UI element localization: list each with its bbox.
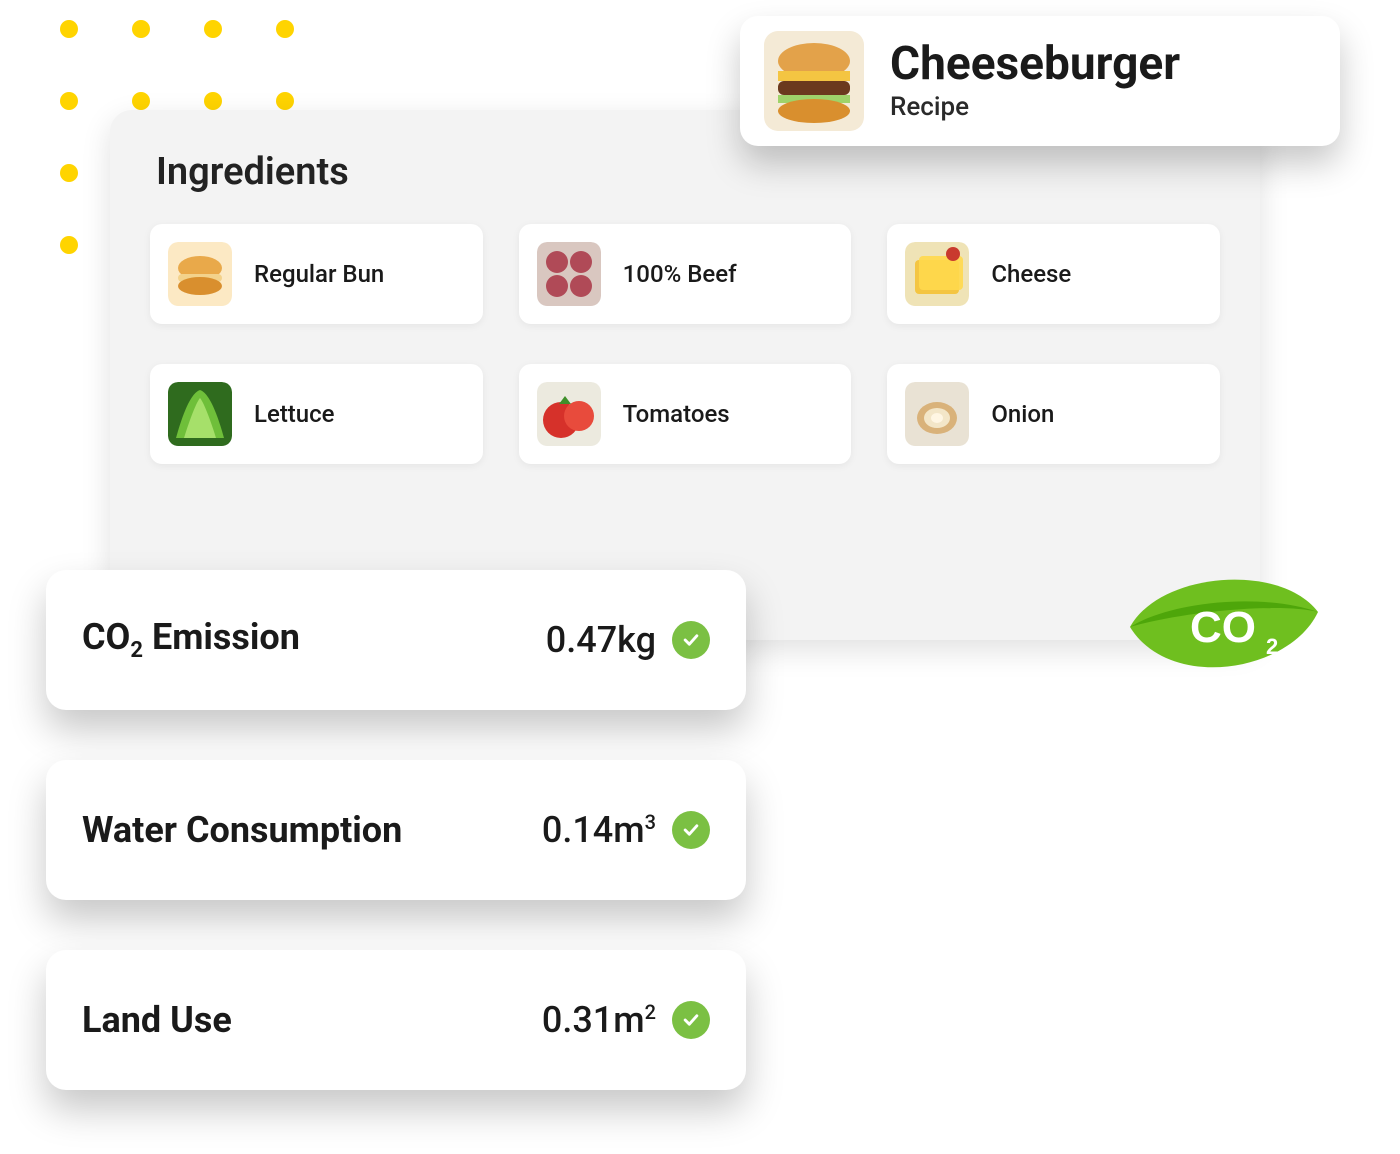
- ingredient-label: 100% Beef: [623, 260, 737, 288]
- burger-icon: [764, 31, 864, 131]
- recipe-header-text: Cheeseburger Recipe: [890, 40, 1180, 122]
- check-icon: [672, 621, 710, 659]
- lettuce-icon: [168, 382, 232, 446]
- onion-icon: [905, 382, 969, 446]
- metric-label-land: Land Use: [82, 999, 232, 1041]
- metric-value-co2: 0.47kg: [546, 619, 656, 661]
- recipe-header-card[interactable]: Cheeseburger Recipe: [740, 16, 1340, 146]
- ingredient-label: Tomatoes: [623, 400, 730, 428]
- ingredient-card-bun[interactable]: Regular Bun: [150, 224, 483, 324]
- metric-label-water: Water Consumption: [82, 809, 402, 851]
- ingredients-title: Ingredients: [156, 150, 1220, 194]
- check-icon: [672, 1001, 710, 1039]
- tomato-icon: [537, 382, 601, 446]
- metric-card-co2: CO2 Emission 0.47kg: [46, 570, 746, 710]
- metric-value-water: 0.14m3: [542, 809, 656, 851]
- recipe-title: Cheeseburger: [890, 40, 1180, 88]
- ingredient-card-lettuce[interactable]: Lettuce: [150, 364, 483, 464]
- ingredient-card-onion[interactable]: Onion: [887, 364, 1220, 464]
- svg-text:CO: CO: [1190, 603, 1256, 652]
- recipe-subtitle: Recipe: [890, 92, 1180, 122]
- bun-icon: [168, 242, 232, 306]
- ingredient-label: Lettuce: [254, 400, 335, 428]
- metric-value-land: 0.31m2: [542, 999, 656, 1041]
- check-icon: [672, 811, 710, 849]
- ingredients-panel: Ingredients Regular Bun 100% Beef Cheese: [110, 110, 1260, 640]
- metric-card-water: Water Consumption 0.14m3: [46, 760, 746, 900]
- metric-label-co2: CO2 Emission: [82, 616, 300, 663]
- co2-leaf-icon: CO 2: [1120, 572, 1320, 682]
- ingredient-card-beef[interactable]: 100% Beef: [519, 224, 852, 324]
- ingredient-label: Regular Bun: [254, 260, 384, 288]
- svg-text:2: 2: [1266, 634, 1278, 659]
- metric-card-land: Land Use 0.31m2: [46, 950, 746, 1090]
- ingredient-card-tomatoes[interactable]: Tomatoes: [519, 364, 852, 464]
- ingredient-card-cheese[interactable]: Cheese: [887, 224, 1220, 324]
- ingredients-grid: Regular Bun 100% Beef Cheese Lettuce: [150, 224, 1220, 464]
- ingredient-label: Onion: [991, 400, 1054, 428]
- cheese-icon: [905, 242, 969, 306]
- beef-icon: [537, 242, 601, 306]
- ingredient-label: Cheese: [991, 260, 1071, 288]
